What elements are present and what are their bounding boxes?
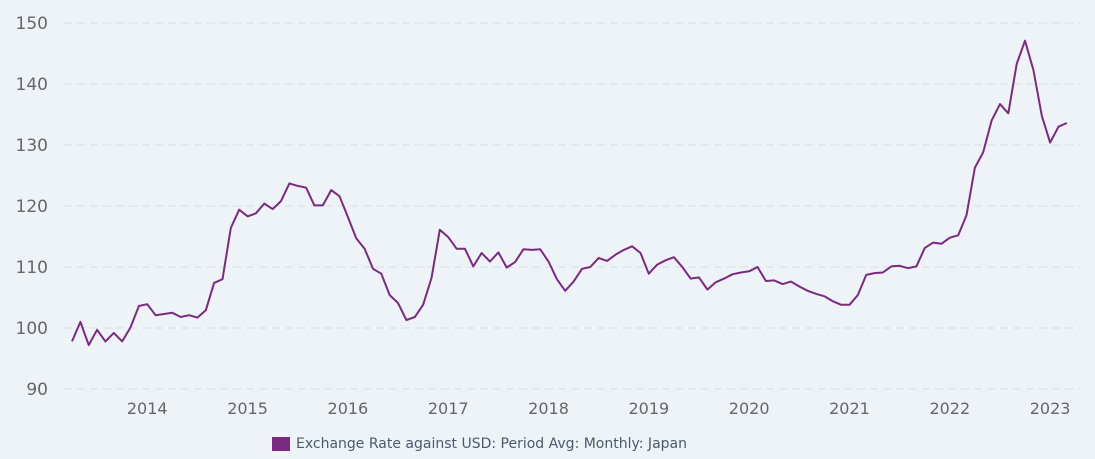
y-tick-label: 150 [16, 14, 48, 34]
x-tick-label: 2014 [127, 399, 168, 418]
x-tick-label: 2019 [628, 399, 669, 418]
legend-swatch [272, 437, 290, 451]
y-tick-label: 140 [16, 75, 48, 95]
x-tick-label: 2022 [929, 399, 970, 418]
x-tick-label: 2017 [428, 399, 469, 418]
legend[interactable]: Exchange Rate against USD: Period Avg: M… [272, 436, 687, 452]
y-tick-label: 100 [16, 319, 48, 339]
x-tick-label: 2015 [227, 399, 268, 418]
y-tick-label: 110 [16, 258, 48, 278]
x-tick-label: 2021 [829, 399, 870, 418]
x-tick-label: 2018 [528, 399, 569, 418]
y-tick-label: 120 [16, 197, 48, 217]
y-tick-label: 130 [16, 136, 48, 156]
legend-label: Exchange Rate against USD: Period Avg: M… [296, 436, 687, 452]
x-tick-label: 2023 [1030, 399, 1071, 418]
series-line [71, 39, 1068, 347]
x-tick-label: 2016 [328, 399, 369, 418]
x-tick-label: 2020 [729, 399, 770, 418]
y-tick-label: 90 [26, 380, 48, 400]
